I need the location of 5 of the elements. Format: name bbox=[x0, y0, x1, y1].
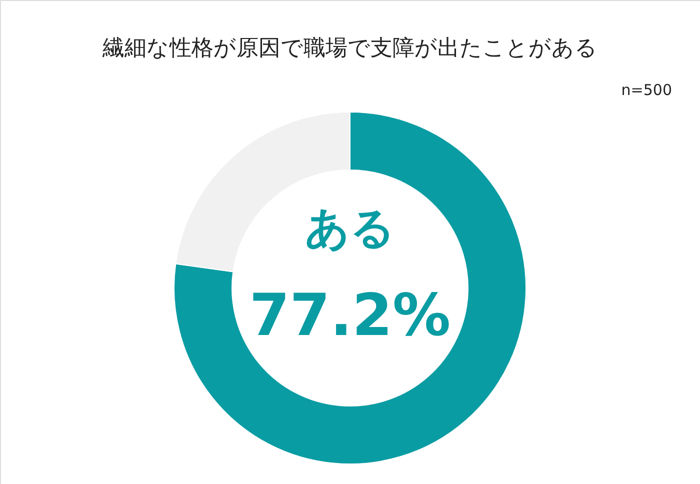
donut-slice bbox=[174, 112, 526, 464]
text: n=500 bbox=[621, 81, 672, 99]
slice-label: ある bbox=[305, 203, 395, 254]
chart-title: 繊細な性格が原因で職場で支障が出たことがある bbox=[102, 36, 598, 61]
data-label: 77.2% bbox=[249, 281, 451, 349]
